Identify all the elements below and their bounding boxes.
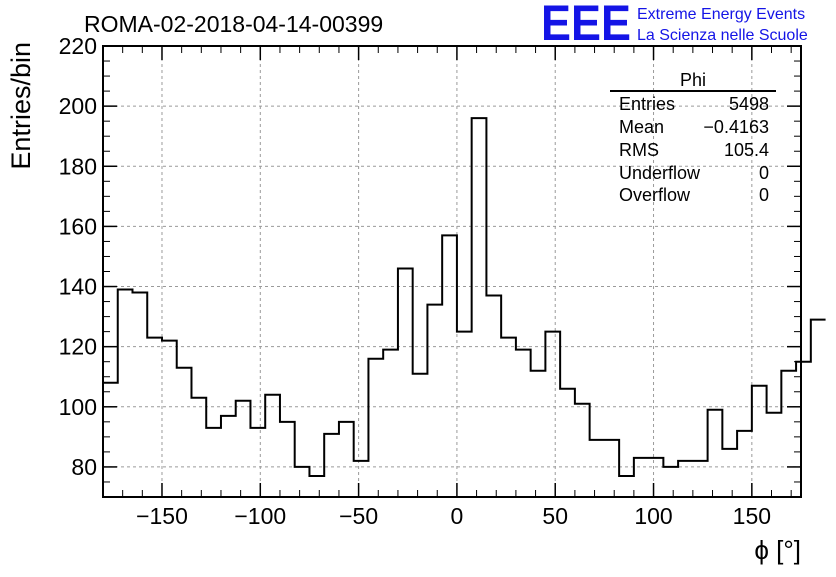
eee-logo-line1: Extreme Energy Events <box>637 6 805 23</box>
y-tick-label: 180 <box>59 153 97 179</box>
x-tick-label: −100 <box>234 503 286 529</box>
stats-label-entries: Entries <box>619 94 675 114</box>
stats-label-mean: Mean <box>619 117 664 137</box>
histogram-bin <box>103 383 118 497</box>
histogram-bin <box>737 431 752 497</box>
y-tick-label: 120 <box>59 334 97 360</box>
eee-logo-mark: EEE <box>541 0 631 51</box>
stats-value-underflow: 0 <box>759 163 769 183</box>
histogram-bin <box>398 268 413 497</box>
stats-value-overflow: 0 <box>759 185 769 205</box>
histogram-bin <box>693 461 708 497</box>
histogram-bin <box>590 440 605 497</box>
histogram-bin <box>457 332 472 497</box>
histogram-bin <box>619 476 634 497</box>
histogram-bin <box>811 320 826 497</box>
histogram-bin <box>354 461 369 497</box>
eee-logo: EEE Extreme Energy Events La Scienza nel… <box>541 0 808 51</box>
y-axis-label: Entries/bin <box>6 42 36 170</box>
stats-row-underflow: Underflow 0 <box>619 163 769 183</box>
histogram-bin <box>295 467 310 497</box>
stats-box: Phi Entries 5498 Mean −0.4163 RMS 105.4 … <box>610 70 776 205</box>
stats-row-rms: RMS 105.4 <box>619 140 769 160</box>
histogram-bin <box>604 440 619 497</box>
y-tick-label: 160 <box>59 213 97 239</box>
histogram-bin <box>560 389 575 497</box>
chart-title: ROMA-02-2018-04-14-00399 <box>84 11 383 37</box>
histogram-bin <box>265 395 280 497</box>
histogram-bin <box>368 359 383 497</box>
stats-value-rms: 105.4 <box>724 140 769 160</box>
histogram-bin <box>206 428 221 497</box>
histogram-bin <box>427 305 442 497</box>
histogram-bin <box>383 350 398 497</box>
histogram-bin <box>516 350 531 497</box>
x-tick-label: −50 <box>339 503 378 529</box>
histogram-bin <box>147 338 162 497</box>
axis-ticks <box>102 45 801 498</box>
histogram-bin <box>118 290 133 497</box>
tick-labels: −150 −100 −50 0 50 100 150 80 100 120 140 160 180 200… <box>59 33 771 529</box>
x-tick-label: 0 <box>451 503 464 529</box>
histogram-bin <box>634 458 649 497</box>
y-tick-label: 140 <box>59 274 97 300</box>
histogram-bin <box>339 422 354 497</box>
histogram-bin <box>177 368 192 497</box>
histogram-bin <box>663 467 678 497</box>
histogram-bin <box>796 362 811 497</box>
histogram-bin <box>649 458 664 497</box>
stats-label-underflow: Underflow <box>619 163 701 183</box>
stats-label-rms: RMS <box>619 140 659 160</box>
histogram-bin <box>162 341 177 497</box>
histogram-outline <box>103 117 826 477</box>
stats-label-overflow: Overflow <box>619 185 691 205</box>
histogram-bin <box>250 428 265 497</box>
stats-value-entries: 5498 <box>729 94 769 114</box>
histogram-bin <box>413 374 428 497</box>
histogram-bin <box>472 118 487 497</box>
x-tick-label: 100 <box>634 503 672 529</box>
y-tick-label: 220 <box>59 33 97 59</box>
histogram-series <box>103 117 826 497</box>
histogram-bin <box>767 413 782 497</box>
histogram-bin <box>708 410 723 497</box>
y-tick-label: 100 <box>59 394 97 420</box>
stats-row-overflow: Overflow 0 <box>619 185 769 205</box>
histogram-bin <box>781 371 796 497</box>
histogram-bin <box>236 401 251 497</box>
x-tick-label: 50 <box>542 503 568 529</box>
histogram-bin <box>221 416 236 497</box>
histogram-bin <box>501 338 516 497</box>
y-tick-label: 80 <box>71 454 97 480</box>
histogram-bin <box>309 476 324 497</box>
stats-row-entries: Entries 5498 <box>619 94 769 114</box>
histogram-bin <box>752 386 767 497</box>
histogram-bin <box>545 332 560 497</box>
histogram-bin <box>442 235 457 497</box>
grid-lines <box>103 45 801 497</box>
histogram-bin <box>531 371 546 497</box>
histogram-bin <box>486 296 501 497</box>
histogram-bin <box>280 422 295 497</box>
stats-box-title: Phi <box>680 70 706 90</box>
histogram-bin <box>191 398 206 497</box>
histogram-bin <box>678 461 693 497</box>
stats-value-mean: −0.4163 <box>703 117 769 137</box>
histogram-bin <box>722 449 737 497</box>
histogram-bin <box>575 404 590 497</box>
histogram-bin <box>132 293 147 497</box>
x-tick-label: 150 <box>733 503 771 529</box>
x-axis-label: ϕ [°] <box>754 535 801 565</box>
eee-logo-line2: La Scienza nelle Scuole <box>637 27 808 44</box>
y-tick-label: 200 <box>59 93 97 119</box>
x-tick-label: −150 <box>136 503 188 529</box>
stats-row-mean: Mean −0.4163 <box>619 117 769 137</box>
histogram-bin <box>324 434 339 497</box>
